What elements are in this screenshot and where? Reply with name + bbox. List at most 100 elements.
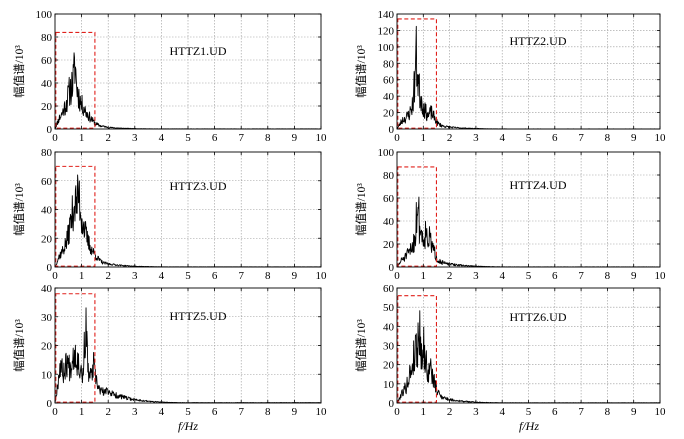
y-tick-label: 30	[41, 312, 53, 324]
x-axis-label-left: f/Hz	[178, 419, 198, 433]
spectrum-panel: 0 1 2 3 4 5 6 7 8 9 10020406080100120140幅值谱/10³HTT…	[354, 9, 666, 144]
y-axis-label: 幅值谱/10³	[12, 183, 26, 236]
y-tick-label: 0	[389, 262, 395, 274]
x-tick-label: 5	[526, 406, 532, 418]
y-tick-label: 40	[41, 205, 53, 217]
y-tick-label: 20	[383, 108, 395, 120]
x-tick-label: 3	[473, 406, 479, 418]
x-tick-label: 5	[526, 270, 532, 282]
x-tick-label: 6	[552, 270, 558, 282]
x-tick-label: 2	[447, 132, 453, 144]
station-label: HTTZ3.UD	[170, 179, 227, 193]
x-tick-label: 0	[394, 406, 400, 418]
x-tick-label: 7	[578, 132, 584, 144]
y-axis-label: 幅值谱/10³	[12, 319, 26, 372]
x-tick-label: 3	[132, 270, 138, 282]
x-tick-label: 1	[79, 132, 85, 144]
x-tick-label: 3	[473, 270, 479, 282]
x-tick-label: 8	[265, 270, 271, 282]
y-tick-label: 0	[47, 398, 53, 410]
x-tick-label: 3	[132, 406, 138, 418]
x-tick-label: 7	[238, 270, 244, 282]
x-tick-label: 7	[578, 270, 584, 282]
station-label: HTTZ5.UD	[170, 309, 227, 323]
y-tick-label: 0	[47, 262, 53, 274]
x-tick-label: 5	[185, 270, 191, 282]
x-tick-label: 2	[447, 406, 453, 418]
y-tick-label: 0	[389, 124, 395, 136]
y-tick-label: 0	[389, 398, 395, 410]
x-tick-label: 9	[631, 406, 637, 418]
x-tick-label: 0	[394, 132, 400, 144]
x-tick-label: 10	[316, 406, 328, 418]
y-tick-label: 0	[47, 124, 53, 136]
x-tick-label: 9	[631, 270, 637, 282]
station-label: HTTZ4.UD	[510, 178, 567, 192]
y-axis-label: 幅值谱/10³	[12, 45, 26, 98]
x-tick-label: 3	[473, 132, 479, 144]
x-tick-label: 4	[159, 406, 165, 418]
x-tick-label: 4	[499, 270, 505, 282]
x-tick-label: 8	[605, 270, 611, 282]
x-tick-label: 7	[578, 406, 584, 418]
station-label: HTTZ2.UD	[510, 34, 567, 48]
x-tick-label: 0	[52, 270, 58, 282]
y-tick-label: 40	[383, 216, 395, 228]
y-tick-label: 100	[378, 147, 395, 159]
x-tick-label: 6	[212, 132, 218, 144]
dominant-band-highlight	[55, 165, 96, 267]
y-tick-label: 20	[41, 341, 53, 353]
dominant-band-highlight	[55, 293, 96, 403]
spectrum-panel: 0 1 2 3 4 5 6 7 8 9 10 0 10 20 30 40 50 60 幅值谱/10³ HTTZ6.UD	[354, 283, 666, 418]
station-label: HTTZ6.UD	[510, 310, 567, 324]
x-tick-label: 1	[79, 406, 85, 418]
y-tick-label: 60	[383, 75, 395, 87]
x-tick-label: 10	[316, 270, 328, 282]
station-label: HTTZ1.UD	[170, 44, 227, 58]
x-tick-label: 10	[655, 270, 667, 282]
x-tick-label: 4	[159, 132, 165, 144]
x-tick-label: 4	[499, 406, 505, 418]
x-tick-label: 9	[292, 132, 298, 144]
x-axis-label-right: f/Hz	[519, 419, 539, 433]
y-tick-label: 40	[41, 283, 53, 295]
y-axis-label: 幅值谱/10³	[354, 319, 368, 372]
x-tick-label: 1	[421, 406, 427, 418]
y-tick-label: 100	[36, 9, 53, 21]
x-tick-label: 2	[105, 132, 111, 144]
x-tick-label: 3	[132, 132, 138, 144]
y-tick-label: 10	[41, 369, 53, 381]
x-tick-label: 0	[52, 406, 58, 418]
x-tick-label: 8	[265, 132, 271, 144]
x-tick-label: 9	[292, 270, 298, 282]
y-tick-label: 30	[383, 341, 395, 353]
y-tick-label: 50	[383, 302, 395, 314]
y-tick-label: 60	[41, 55, 53, 67]
dominant-band-highlight	[397, 18, 437, 129]
spectrum-panel: 0 1 2 3 4 5 6 7 8 9 10 0 20 40 60 80 幅值谱/10³ HTTZ3.UD	[12, 147, 327, 282]
y-tick-label: 120	[378, 25, 395, 37]
x-tick-label: 10	[655, 132, 667, 144]
x-tick-label: 7	[238, 132, 244, 144]
x-tick-label: 6	[552, 406, 558, 418]
y-tick-label: 60	[41, 176, 53, 188]
x-tick-label: 7	[238, 406, 244, 418]
x-tick-label: 5	[185, 406, 191, 418]
x-tick-label: 9	[292, 406, 298, 418]
x-tick-label: 0	[52, 132, 58, 144]
x-tick-label: 8	[605, 132, 611, 144]
y-tick-label: 80	[383, 170, 395, 182]
x-tick-label: 1	[421, 132, 427, 144]
x-tick-label: 5	[185, 132, 191, 144]
y-tick-label: 40	[41, 78, 53, 90]
y-tick-label: 20	[383, 360, 395, 372]
x-tick-label: 8	[265, 406, 271, 418]
spectrum-panel: 0 1 2 3 4 5 6 7 8 9 10 0 10 20 30 40 幅值谱/10³ HTTZ5.UD	[12, 283, 327, 418]
x-tick-label: 10	[655, 406, 667, 418]
y-tick-label: 80	[383, 58, 395, 70]
x-tick-label: 2	[105, 406, 111, 418]
x-tick-label: 2	[447, 270, 453, 282]
x-tick-label: 6	[212, 270, 218, 282]
